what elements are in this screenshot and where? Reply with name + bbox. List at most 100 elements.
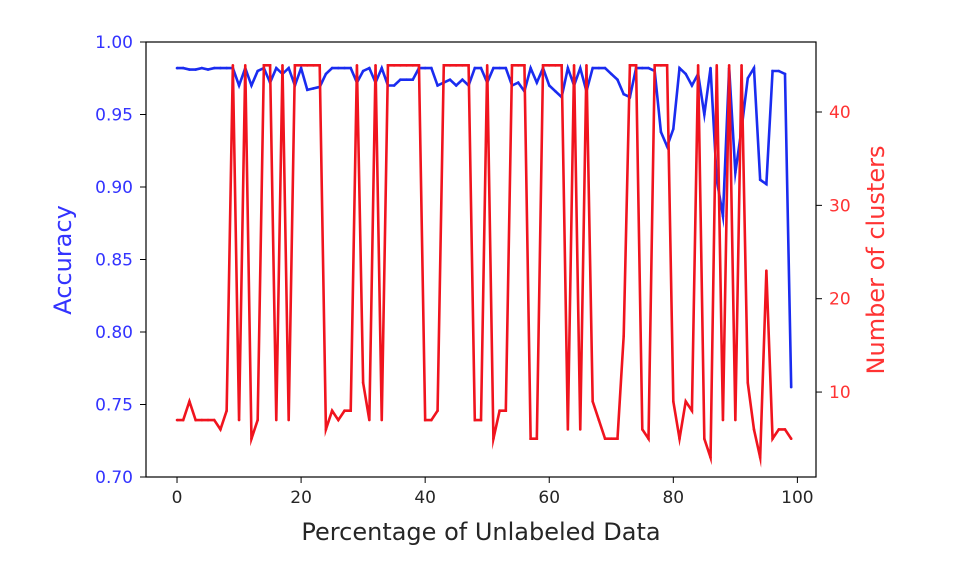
data-point-clusters [566, 428, 570, 431]
data-point-clusters [194, 418, 197, 422]
data-point-accuracy [758, 178, 762, 182]
data-point-accuracy [237, 84, 241, 87]
data-point-accuracy [504, 66, 508, 70]
data-point-accuracy [783, 72, 787, 76]
data-point-accuracy [734, 171, 737, 174]
data-point-clusters [560, 64, 563, 67]
data-point-accuracy [622, 92, 625, 96]
data-point-clusters [609, 437, 613, 441]
data-point-accuracy [535, 81, 539, 84]
data-point-clusters [578, 428, 582, 431]
data-point-accuracy [672, 127, 675, 131]
data-point-accuracy [219, 66, 222, 70]
data-point-clusters [386, 64, 390, 67]
data-point-clusters [243, 64, 247, 67]
y-right-tick-label: 20 [829, 290, 851, 310]
data-point-clusters [461, 64, 464, 67]
data-point-clusters [765, 269, 768, 273]
data-point-clusters [380, 418, 384, 422]
data-point-clusters [467, 64, 470, 67]
data-point-clusters [597, 418, 601, 422]
data-point-clusters [572, 64, 576, 67]
data-point-clusters [554, 64, 557, 67]
y-axis-right-label: Number of clusters [862, 146, 890, 375]
data-point-accuracy [616, 78, 619, 81]
data-point-clusters [622, 334, 625, 338]
data-point-clusters [318, 64, 322, 67]
y-left-tick-label: 0.85 [95, 251, 133, 271]
data-point-clusters [510, 64, 514, 67]
data-point-accuracy [399, 78, 402, 81]
series-line-accuracy [177, 63, 793, 388]
y-left-tick-label: 0.95 [95, 106, 133, 126]
data-point-clusters [727, 64, 731, 67]
data-point-accuracy [194, 68, 197, 71]
data-point-accuracy [368, 66, 371, 70]
data-point-clusters [250, 437, 253, 441]
data-point-clusters [436, 409, 439, 413]
data-point-accuracy [647, 66, 650, 70]
data-point-clusters [678, 437, 681, 441]
data-point-accuracy [498, 66, 501, 70]
data-point-accuracy [461, 78, 464, 81]
data-point-clusters [659, 64, 663, 67]
data-point-clusters [430, 418, 433, 422]
data-point-clusters [715, 64, 719, 67]
data-point-clusters [312, 64, 315, 67]
data-point-accuracy [181, 66, 185, 70]
data-point-clusters [523, 64, 526, 67]
data-point-clusters [603, 437, 607, 441]
data-point-clusters [392, 64, 396, 67]
data-point-accuracy [343, 66, 346, 70]
data-point-clusters [281, 64, 284, 67]
x-tick-label: 20 [290, 488, 312, 508]
data-point-clusters [498, 409, 501, 413]
data-point-accuracy [448, 78, 452, 81]
y-left-tick-label: 0.90 [95, 178, 133, 198]
data-point-clusters [690, 409, 694, 413]
data-point-accuracy [721, 214, 725, 218]
y-left-tick-label: 0.70 [95, 468, 133, 488]
data-point-accuracy [659, 130, 663, 134]
data-point-clusters [535, 437, 539, 441]
data-point-clusters [368, 418, 371, 422]
data-point-accuracy [547, 84, 551, 87]
data-point-clusters [529, 437, 532, 441]
data-point-clusters [473, 418, 477, 422]
data-point-accuracy [312, 87, 315, 90]
data-point-accuracy [188, 68, 191, 71]
data-point-accuracy [423, 66, 427, 70]
data-point-clusters [634, 64, 638, 67]
y-left-tick-label: 0.75 [95, 396, 133, 416]
data-point-accuracy [225, 66, 228, 70]
data-point-clusters [628, 64, 632, 67]
data-point-clusters [262, 64, 266, 67]
data-point-clusters [175, 418, 179, 422]
y-left-tick-label: 0.80 [95, 323, 133, 343]
data-point-clusters [541, 64, 545, 67]
data-point-clusters [442, 64, 446, 67]
data-point-accuracy [430, 66, 433, 70]
data-point-accuracy [746, 76, 750, 80]
x-tick-label: 0 [172, 488, 183, 508]
data-point-clusters [771, 437, 774, 441]
data-point-clusters [758, 456, 762, 459]
data-point-clusters [256, 418, 259, 422]
data-point-accuracy [337, 66, 340, 70]
data-point-clusters [188, 400, 191, 403]
data-point-clusters [696, 64, 700, 67]
data-point-clusters [479, 418, 483, 422]
data-point-clusters [703, 437, 706, 441]
data-point-clusters [746, 381, 750, 385]
data-point-clusters [237, 418, 241, 422]
data-point-accuracy [578, 66, 582, 70]
data-point-clusters [653, 64, 656, 67]
data-point-clusters [324, 428, 328, 431]
data-point-accuracy [361, 69, 365, 73]
data-point-accuracy [392, 84, 396, 87]
data-point-clusters [219, 428, 222, 431]
data-point-accuracy [752, 66, 756, 70]
data-point-clusters [734, 418, 737, 422]
data-point-accuracy [516, 81, 520, 84]
